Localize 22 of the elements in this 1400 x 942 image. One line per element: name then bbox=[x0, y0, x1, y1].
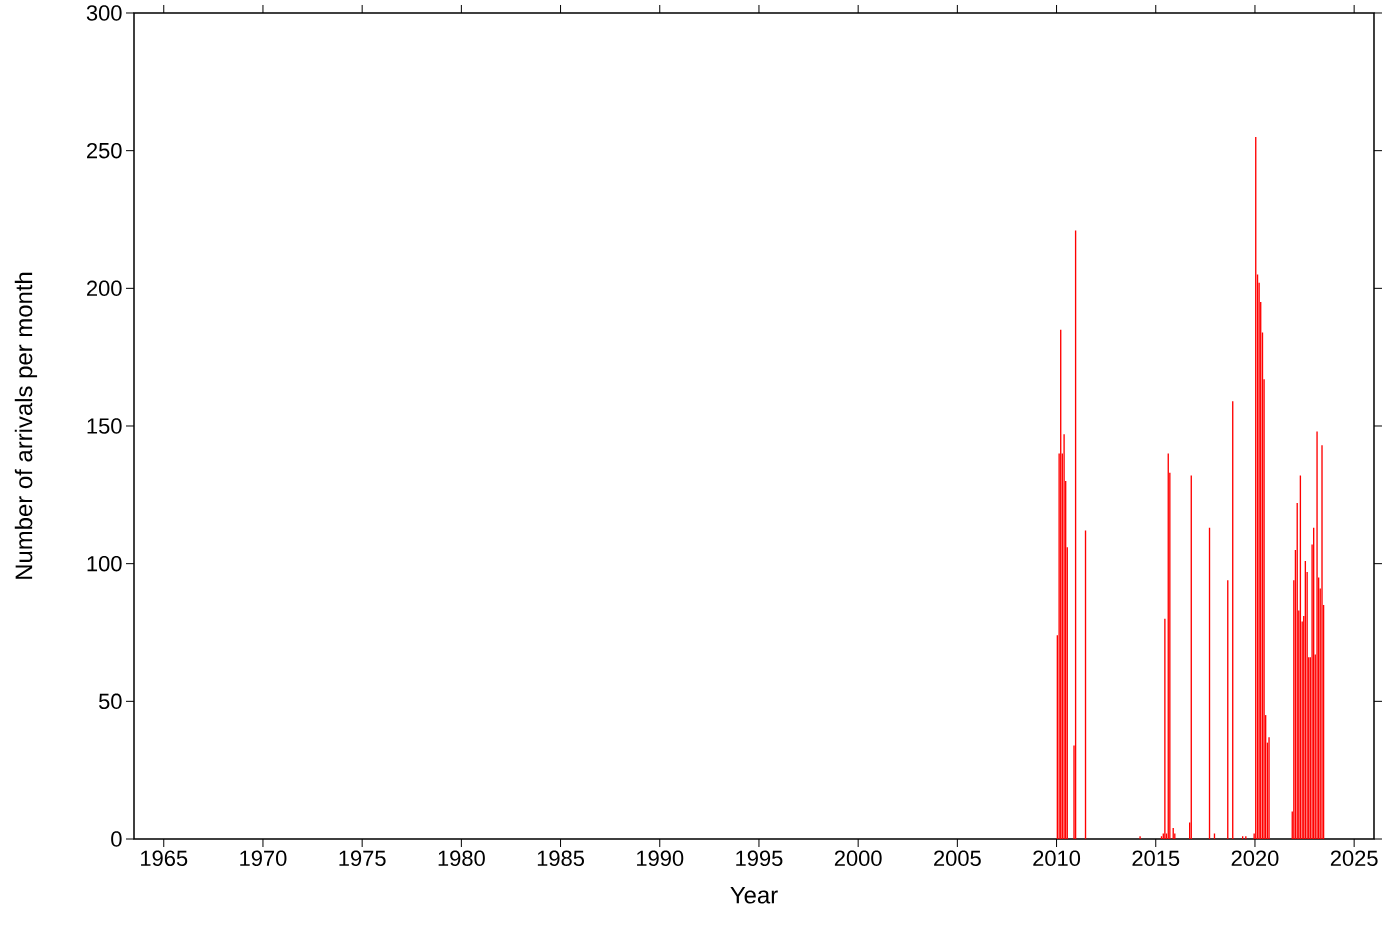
x-tick-label: 1965 bbox=[141, 850, 188, 867]
x-tick-label: 2000 bbox=[834, 850, 882, 867]
x-tick-label: 2015 bbox=[1132, 850, 1180, 867]
x-tick-label: 2020 bbox=[1231, 850, 1279, 867]
x-tick-label: 1975 bbox=[339, 850, 386, 867]
y-tick-label: 250 bbox=[87, 142, 122, 159]
y-tick-label: 150 bbox=[87, 418, 122, 434]
x-tick-label: 2010 bbox=[1033, 850, 1081, 867]
x-tick-label: 1985 bbox=[537, 850, 584, 867]
x-tick-label: 1980 bbox=[438, 850, 485, 867]
x-axis-title: Year bbox=[730, 886, 778, 904]
y-tick-label: 300 bbox=[86, 5, 122, 21]
x-tick-label: 1990 bbox=[637, 850, 684, 867]
y-tick-label: 0 bbox=[111, 831, 122, 847]
x-tick-label: 1970 bbox=[240, 850, 287, 867]
x-tick-label: 2025 bbox=[1330, 850, 1378, 867]
y-tick-label: 100 bbox=[87, 555, 122, 572]
y-tick-label: 200 bbox=[87, 280, 122, 297]
x-tick-label: 2005 bbox=[934, 850, 981, 867]
x-tick-label: 1995 bbox=[736, 850, 783, 867]
y-axis-title: Number of arrivals per month bbox=[14, 272, 38, 579]
y-tick-label: 50 bbox=[98, 693, 122, 710]
